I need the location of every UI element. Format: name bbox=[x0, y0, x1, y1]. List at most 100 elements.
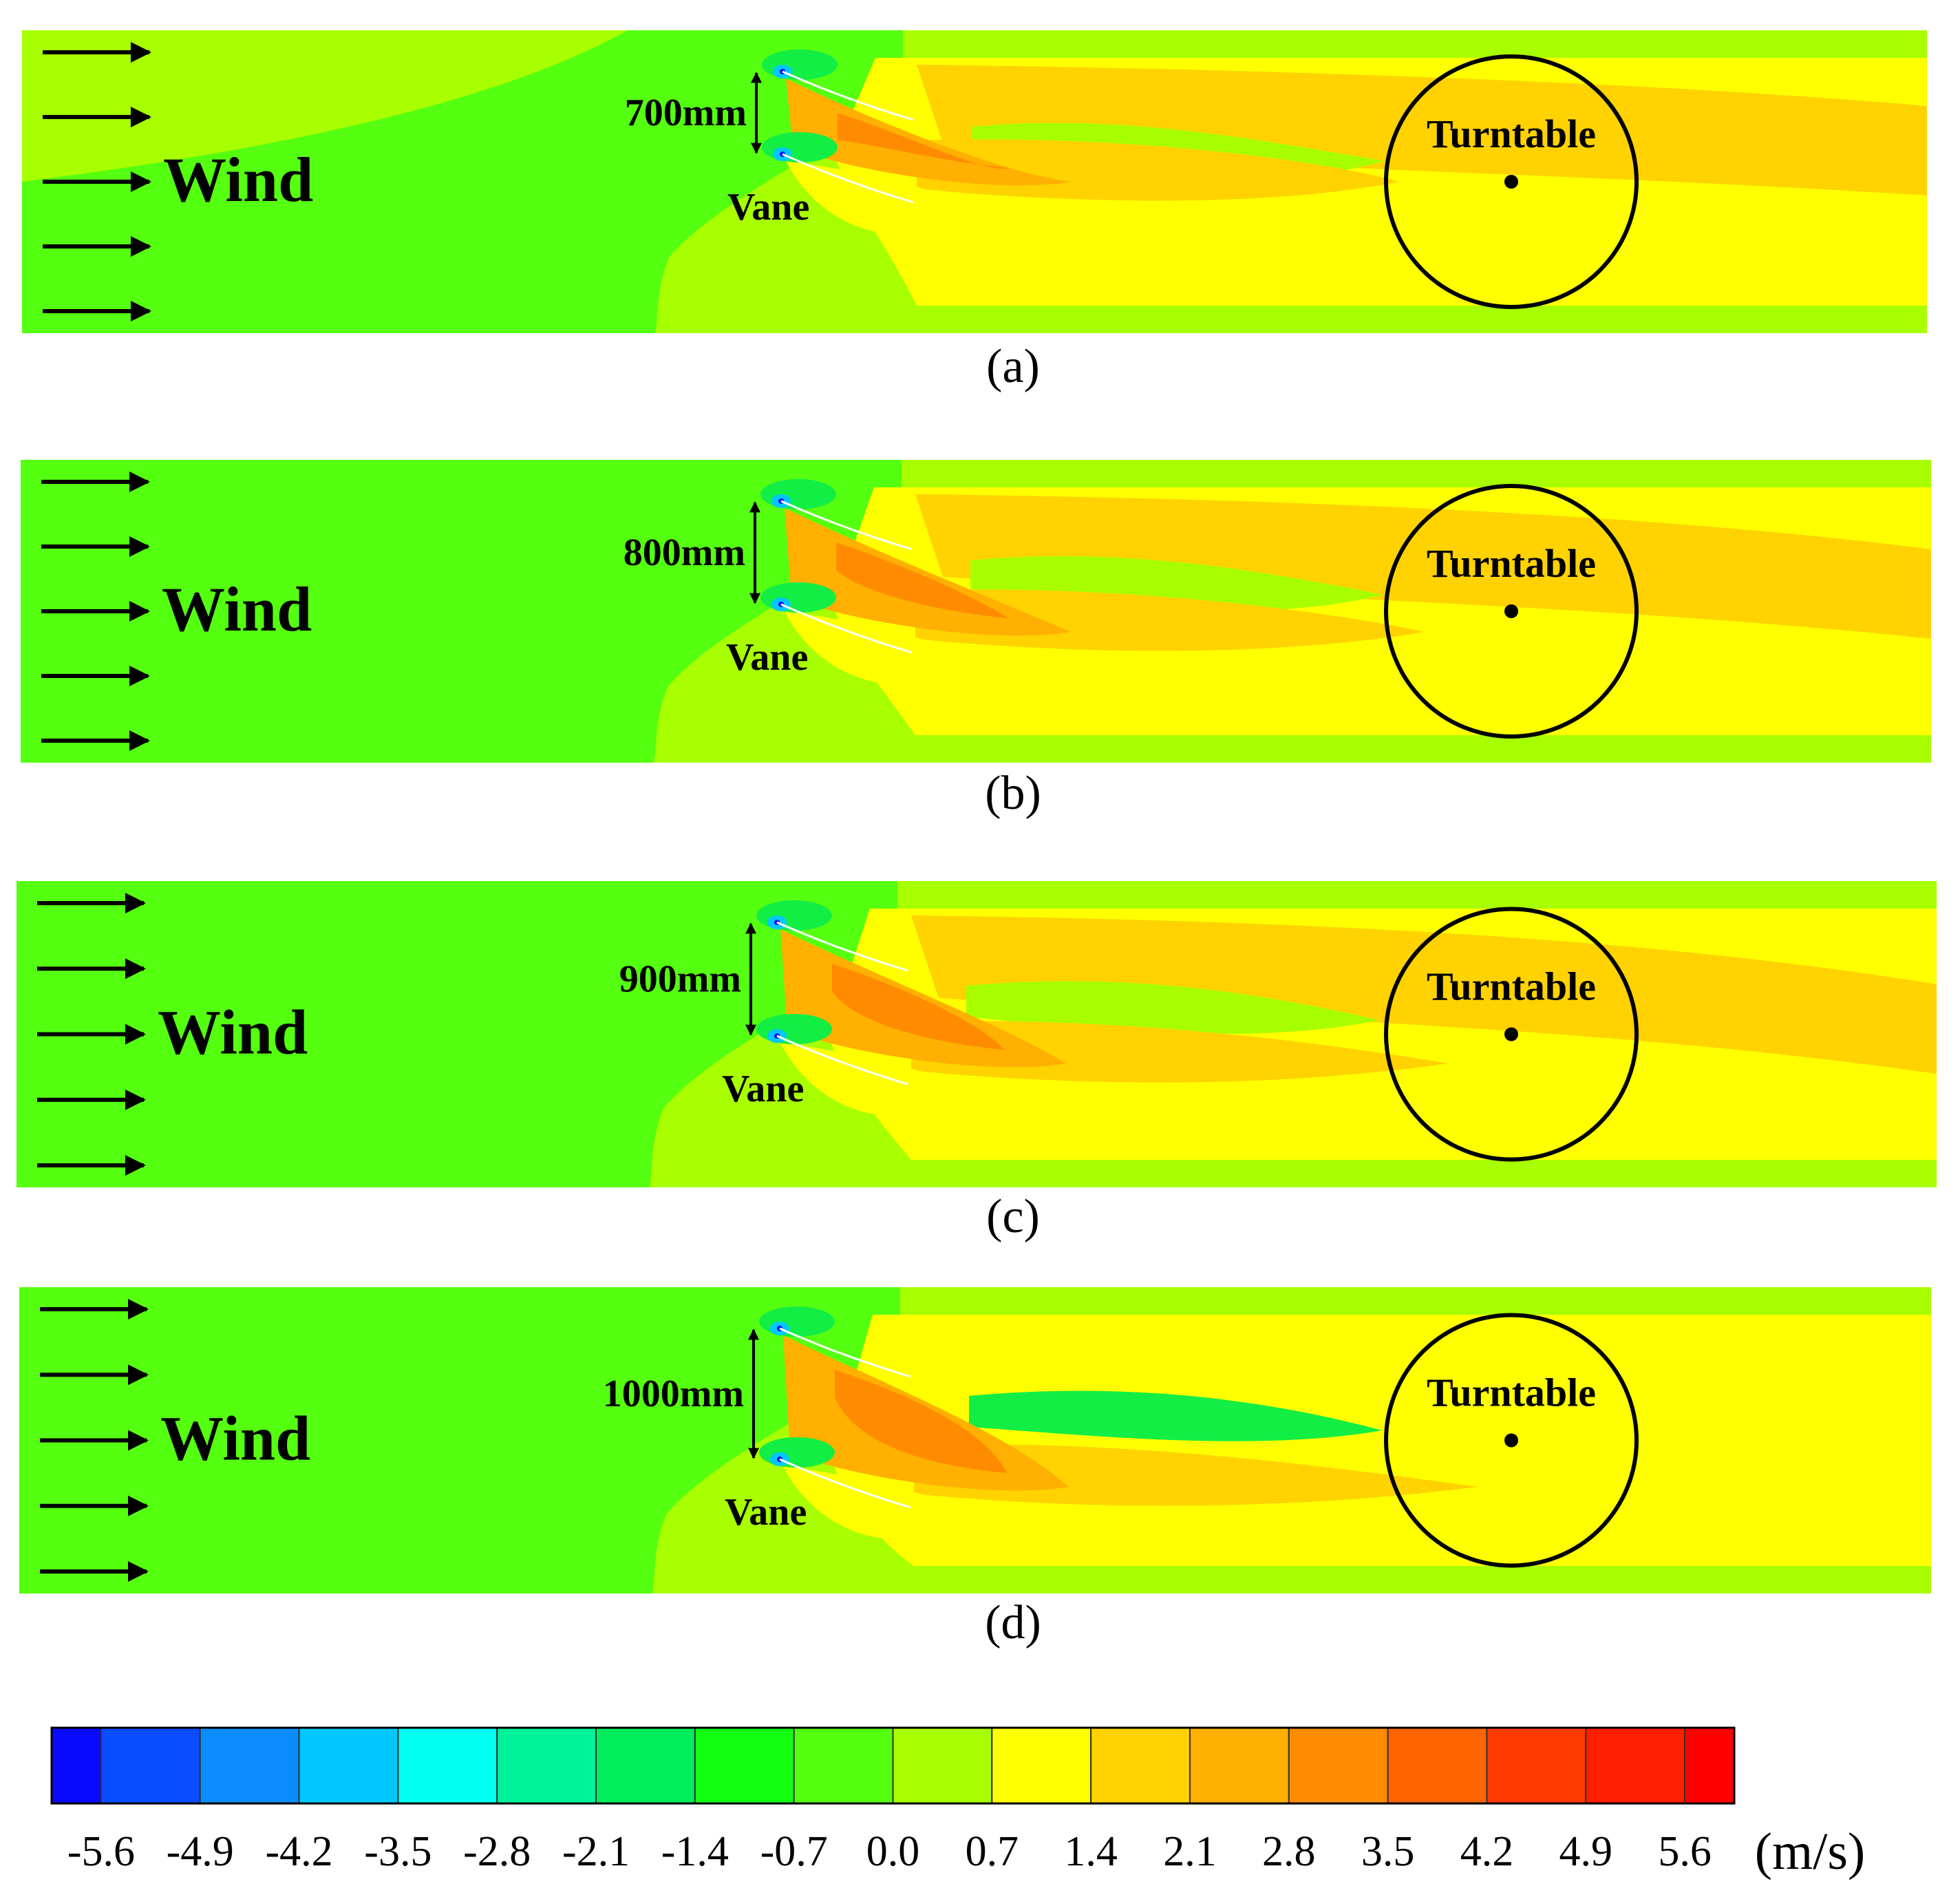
panel-caption: (b) bbox=[985, 767, 1041, 820]
colorbar-tick-label: -5.6 bbox=[67, 1828, 135, 1875]
flow-panel-d: Wind 1000mm Vane Turntable (d) bbox=[19, 1287, 1931, 1649]
colorbar-tick-label: -0.7 bbox=[760, 1828, 828, 1875]
vane-spacing-label: 900mm bbox=[619, 958, 741, 1001]
vane-label: Vane bbox=[722, 1068, 804, 1110]
upper-jet bbox=[917, 65, 1927, 195]
lower-vane-plume bbox=[780, 1043, 949, 1116]
peak-velocity-core bbox=[835, 1370, 1007, 1473]
colorbar-swatch bbox=[496, 1727, 597, 1804]
vane-label: Vane bbox=[726, 636, 808, 679]
inflow-region bbox=[19, 1287, 900, 1594]
flow-panel-c: Wind 900mm Vane Turntable (c) bbox=[17, 881, 1937, 1243]
colorbar-tick-label: -4.2 bbox=[265, 1828, 332, 1875]
velocity-colorbar: -5.6 -4.9 -4.2 -3.5 -2.8 -2.1 -1.4 -0.7 0.0 0.7 1.… bbox=[50, 1726, 1865, 1881]
tip-low-zone bbox=[756, 900, 832, 931]
turntable-label: Turntable bbox=[1427, 541, 1596, 586]
wake-low-band bbox=[966, 981, 1379, 1034]
turntable-center-point bbox=[1504, 1027, 1518, 1041]
wind-label: Wind bbox=[162, 574, 312, 644]
colorbar-swatch bbox=[397, 1727, 498, 1804]
colorbar-tick-label: 1.4 bbox=[1064, 1828, 1118, 1875]
colorbar-tick-label: 0.0 bbox=[866, 1828, 920, 1875]
colorbar-tick-label: 5.6 bbox=[1658, 1828, 1712, 1875]
tip-low-zone bbox=[762, 50, 838, 80]
turntable-circle bbox=[1384, 54, 1639, 309]
upper-jet bbox=[914, 1322, 1931, 1494]
guide-vane-lower bbox=[780, 603, 913, 654]
upper-jet bbox=[915, 494, 1931, 639]
colorbar-swatch bbox=[1684, 1727, 1735, 1804]
colorbar-tick-label: 4.2 bbox=[1460, 1828, 1514, 1875]
flow-panel-a: Wind 700mm Vane Turntable (a) bbox=[22, 30, 1927, 393]
colorbar-swatch bbox=[1189, 1727, 1290, 1804]
turntable-label: Turntable bbox=[1427, 112, 1596, 156]
vane-spacing-label: 1000mm bbox=[603, 1373, 744, 1415]
colorbar-tick-label: 2.8 bbox=[1262, 1828, 1316, 1875]
velocity-field bbox=[22, 30, 1927, 333]
panel-caption: (c) bbox=[986, 1190, 1040, 1243]
lower-vane-plume bbox=[785, 611, 953, 684]
turntable-circle bbox=[1384, 907, 1639, 1162]
turntable-circle bbox=[1384, 1313, 1639, 1568]
panel-caption: (d) bbox=[985, 1596, 1041, 1649]
lower-jet bbox=[915, 589, 1425, 651]
colorbar-swatch bbox=[892, 1727, 993, 1804]
acceleration-core bbox=[786, 78, 1072, 186]
tip-low-zone bbox=[762, 132, 838, 162]
colorbar-tick-label: -2.8 bbox=[463, 1828, 531, 1875]
wind-label: Wind bbox=[160, 1404, 310, 1474]
acceleration-core bbox=[785, 508, 1070, 636]
peak-velocity-core bbox=[838, 113, 1010, 169]
tip-low-zone bbox=[760, 479, 836, 509]
colorbar-swatch bbox=[199, 1727, 300, 1804]
turntable-center-point bbox=[1504, 1433, 1518, 1448]
wake-low-band bbox=[969, 1390, 1382, 1441]
turntable-center-point bbox=[1504, 175, 1518, 189]
velocity-field bbox=[21, 460, 1931, 763]
colorbar-tick-label: -4.9 bbox=[167, 1828, 234, 1875]
vane-spacing-label: 700mm bbox=[625, 92, 747, 134]
upper-inflow-band bbox=[22, 30, 628, 182]
colorbar-tick-label: 3.5 bbox=[1361, 1828, 1415, 1875]
tip-low-zone bbox=[759, 1437, 835, 1468]
turntable-circle bbox=[1384, 484, 1639, 739]
velocity-field bbox=[17, 881, 1937, 1187]
colorbar-swatch bbox=[100, 1727, 201, 1804]
inflow-region bbox=[17, 881, 897, 1187]
tip-low-zone bbox=[760, 582, 836, 613]
lower-jet bbox=[917, 139, 1398, 201]
guide-vane-upper bbox=[782, 70, 914, 121]
upper-jet bbox=[911, 915, 1937, 1074]
colorbar-swatch bbox=[1090, 1727, 1191, 1804]
colorbar-tick-label: 4.9 bbox=[1559, 1828, 1613, 1875]
peak-velocity-core bbox=[836, 542, 1008, 618]
lower-vane-plume bbox=[783, 1466, 952, 1539]
peak-velocity-core bbox=[832, 964, 1004, 1050]
vane-label: Vane bbox=[727, 186, 809, 229]
lower-jet bbox=[911, 1021, 1448, 1083]
colorbar-swatch bbox=[793, 1727, 894, 1804]
tip-low-zone bbox=[759, 1306, 835, 1337]
colorbar-tick-label: -3.5 bbox=[364, 1828, 432, 1875]
lower-jet bbox=[914, 1444, 1478, 1506]
guide-vane-lower bbox=[782, 153, 914, 204]
panel-caption: (a) bbox=[986, 340, 1040, 393]
guide-vane-upper bbox=[776, 921, 908, 972]
flow-panel-b: Wind 800mm Vane Turntable (b) bbox=[21, 460, 1931, 820]
colorbar-swatch bbox=[1288, 1727, 1389, 1804]
guide-vane-lower bbox=[776, 1035, 908, 1086]
turntable-center-point bbox=[1504, 604, 1518, 618]
colorbar-swatch bbox=[694, 1727, 795, 1804]
colorbar-tick-label: 2.1 bbox=[1163, 1828, 1217, 1875]
guide-vane-lower bbox=[779, 1458, 911, 1509]
wind-label: Wind bbox=[158, 997, 308, 1068]
lower-vane-plume bbox=[786, 161, 955, 234]
colorbar-tick-label: -1.4 bbox=[661, 1828, 729, 1875]
colorbar-swatch bbox=[1486, 1727, 1587, 1804]
colorbar-swatch bbox=[991, 1727, 1092, 1804]
inflow-region bbox=[21, 460, 902, 763]
tip-low-zone bbox=[756, 1014, 832, 1044]
colorbar-unit-label: (m/s) bbox=[1755, 1823, 1865, 1881]
turntable-label: Turntable bbox=[1427, 1370, 1596, 1415]
